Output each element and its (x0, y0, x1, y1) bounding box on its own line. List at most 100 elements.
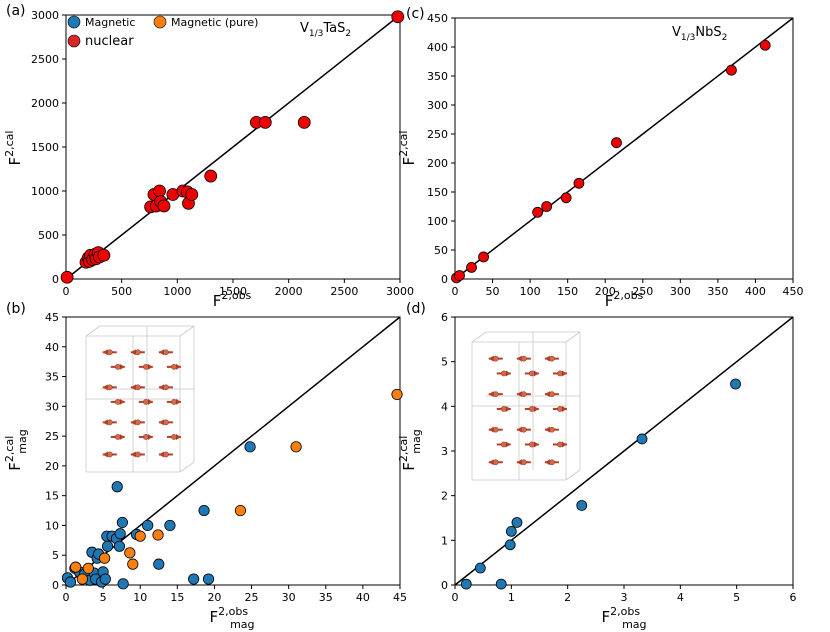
y-tick-label: 2 (441, 490, 448, 503)
data-point (70, 561, 82, 573)
spin-atom (134, 451, 141, 458)
spin-atom (492, 391, 499, 398)
spin-arrowhead (130, 451, 136, 458)
spin-atom (106, 349, 113, 356)
x-axis-label-base: F (213, 292, 222, 310)
spin-arrowhead (505, 405, 511, 412)
y-axis-label: F2,calmag (397, 429, 423, 470)
spin-atom (500, 406, 507, 412)
data-point (511, 517, 523, 528)
x-axis-label: F2,obs (213, 289, 252, 310)
data-point (64, 576, 77, 588)
spin-arrowhead (158, 451, 164, 458)
spin-atom (520, 426, 527, 433)
spin-atom (171, 399, 177, 405)
y-tick-label: 35 (45, 371, 59, 384)
x-tick-label: 0 (452, 591, 459, 604)
y-tick-label: 250 (427, 128, 448, 141)
x-tick-label: 450 (783, 285, 804, 298)
spin-arrowhead (516, 426, 522, 433)
spin-atom (520, 391, 527, 398)
x-tick-label: 100 (520, 285, 541, 298)
spin-arrowhead (147, 398, 153, 405)
panel-label: (b) (6, 301, 26, 317)
inset-spin-structure-b (85, 325, 195, 473)
data-point (532, 206, 544, 218)
data-point (164, 519, 176, 532)
x-tick-label: 25 (245, 591, 259, 604)
y-tick-label: 3000 (31, 9, 59, 22)
data-point (611, 137, 622, 149)
data-point (101, 540, 114, 552)
x-tick-label: 300 (670, 285, 691, 298)
x-axis-label-sub: mag (622, 618, 646, 631)
spin-arrowhead (533, 441, 539, 448)
x-tick-label: 20 (207, 591, 221, 604)
data-point (153, 184, 166, 198)
y-axis-label: F2,calmag (3, 429, 29, 470)
spin-arrowhead (147, 363, 153, 370)
y-axis-label-text: F2,cal (397, 131, 418, 166)
inset-cell-edge (85, 325, 101, 337)
y-axis-label-sub: mag (16, 429, 29, 453)
panel-label: (d) (406, 301, 426, 317)
inset-cell-edge (565, 331, 581, 343)
y-axis-label: F2,cal (397, 131, 418, 166)
y-tick-label: 40 (45, 341, 59, 354)
panel-c: 0 50 100 150 200 250 300 350 400 4500501001502002… (397, 6, 804, 310)
y-axis-label: F2,cal (3, 131, 24, 166)
x-tick-label: 50 (486, 285, 500, 298)
identity-line (65, 14, 401, 280)
compound-annotation-v: V (672, 25, 681, 40)
data-point (157, 199, 171, 213)
data-point (98, 552, 111, 564)
y-axis-label-sup: 2,cal (397, 131, 410, 157)
spin-atom (114, 434, 121, 440)
data-point (82, 562, 94, 574)
data-point (560, 192, 572, 204)
spin-atom (528, 370, 535, 377)
data-point (152, 529, 164, 541)
y-axis-label-sub: mag (410, 429, 423, 453)
spin-arrowhead (130, 419, 136, 426)
data-point (454, 270, 465, 281)
spin-atom (557, 406, 563, 412)
y-tick-label: 2500 (31, 53, 59, 66)
compound-annotation-frac: 1/3 (681, 33, 695, 43)
series-nuclear (451, 39, 771, 284)
compound-annotation-el: NbS (695, 25, 721, 40)
data-point (478, 251, 489, 263)
spin-atom (557, 441, 563, 448)
y-tick-label: 0 (441, 273, 448, 286)
data-point (127, 558, 139, 570)
legend: Magnetic Magnetic (pure) nuclear (67, 15, 258, 49)
x-tick-label: 0 (63, 285, 70, 298)
spin-atom (520, 459, 527, 466)
spin-atom (171, 364, 177, 370)
data-point (134, 530, 146, 542)
plot-frame (454, 17, 794, 280)
spin-arrowhead (516, 355, 522, 362)
y-tick-label: 30 (45, 400, 59, 413)
data-point (290, 441, 302, 453)
spin-atom (492, 459, 499, 466)
plot-frame (65, 316, 401, 586)
compound-annotation-frac: 1/3 (309, 29, 323, 39)
spin-atom (549, 459, 555, 466)
x-tick-label: 400 (745, 285, 766, 298)
spin-atom (520, 355, 527, 362)
x-tick-label: 2 (564, 591, 571, 604)
spin-arrowhead (102, 419, 108, 426)
y-tick-label: 5 (441, 356, 448, 369)
spin-arrowhead (544, 426, 550, 433)
spin-arrowhead (561, 405, 567, 412)
x-axis-label-sub: mag (230, 618, 254, 631)
spin-atom (106, 451, 113, 458)
y-tick-label: 400 (427, 41, 448, 54)
legend-marker (67, 15, 81, 29)
spin-atom (163, 384, 169, 391)
spin-atom (549, 355, 555, 362)
data-point (244, 441, 256, 453)
x-tick-label: 10 (133, 591, 147, 604)
y-tick-label: 1500 (31, 141, 59, 154)
